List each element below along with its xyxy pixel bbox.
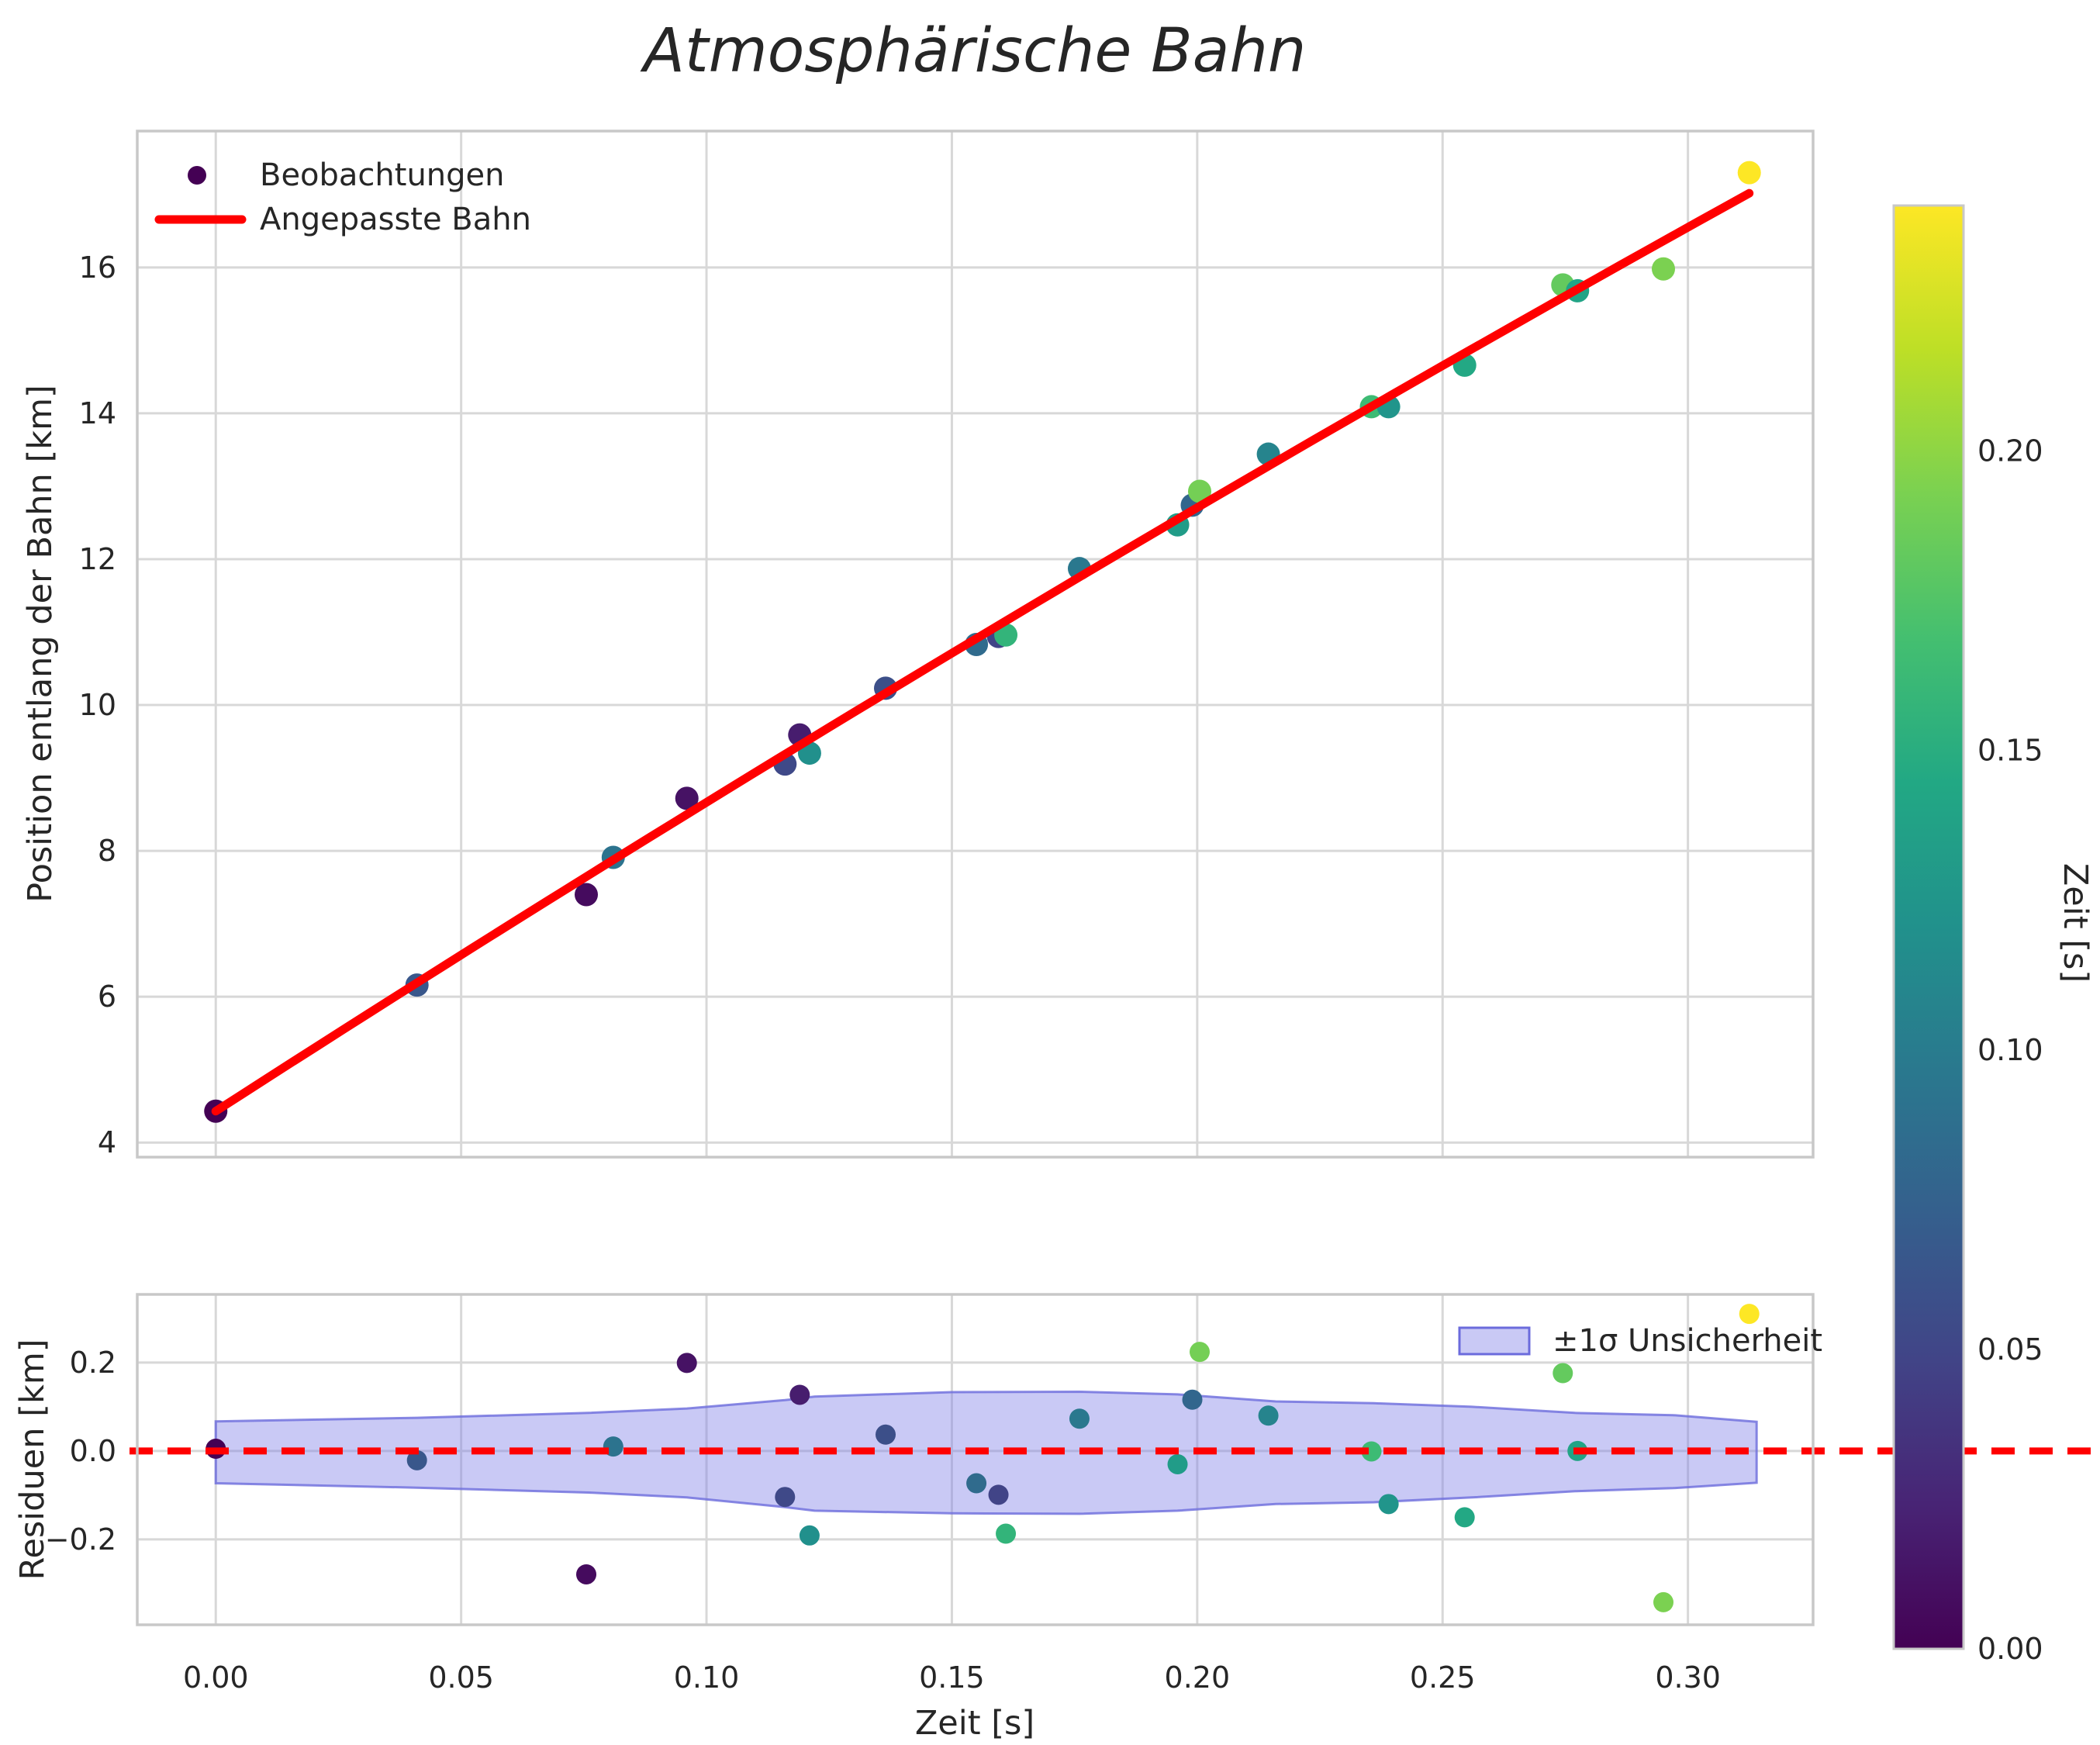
residual-point xyxy=(1182,1389,1203,1410)
x-tick-label: 0.10 xyxy=(674,1660,740,1695)
colorbar-tick-label: 0.00 xyxy=(1977,1632,2043,1666)
legend-band-label: ±1σ Unsicherheit xyxy=(1553,1323,1822,1359)
residual-point xyxy=(1069,1408,1090,1429)
legend-observations-marker xyxy=(188,166,206,185)
residual-point xyxy=(789,1384,810,1405)
legend-fit-label: Angepasste Bahn xyxy=(260,202,531,237)
main-y-tick-label: 12 xyxy=(79,542,116,576)
residual-point xyxy=(1258,1405,1279,1426)
legend-observations-label: Beobachtungen xyxy=(260,157,505,193)
x-tick-label: 0.05 xyxy=(428,1660,494,1695)
colorbar-gradient xyxy=(1894,206,1964,1649)
residual-point xyxy=(966,1473,987,1494)
main-axes-frame xyxy=(136,130,1815,1159)
colorbar-tick-label: 0.15 xyxy=(1977,734,2043,768)
colorbar-frame xyxy=(1892,204,1965,1650)
data-point xyxy=(675,786,699,810)
main-plot: 4 6 8 10 12 14 16 Beobachtungen Angepasste Bahn xyxy=(79,130,1815,1159)
main-legend: Beobachtungen Angepasste Bahn xyxy=(154,157,531,237)
main-y-tick-label: 16 xyxy=(79,251,116,285)
residual-y-tick-label: 0.2 xyxy=(70,1346,116,1380)
residual-point xyxy=(799,1525,820,1546)
residual-y-axis-label: Residuen [km] xyxy=(13,1339,52,1580)
residual-plot: 0.2 0.0 −0.2 0.00 0.05 0.10 0.15 0.20 0.25 0.30 ±1… xyxy=(45,1293,2100,1695)
main-y-tick-label: 10 xyxy=(79,688,116,722)
chart-title: Atmosphärische Bahn xyxy=(640,16,1307,86)
x-tick-label: 0.00 xyxy=(183,1660,249,1695)
fit-line xyxy=(211,188,1754,1116)
x-tick-label: 0.30 xyxy=(1655,1660,1721,1695)
data-point xyxy=(1737,161,1761,185)
residual-point xyxy=(406,1450,427,1470)
residual-point xyxy=(1739,1304,1760,1325)
residual-point xyxy=(1454,1507,1475,1528)
main-y-axis-label: Position entlang der Bahn [km] xyxy=(21,385,60,903)
main-y-tick-label: 4 xyxy=(98,1125,116,1159)
residual-point xyxy=(775,1487,796,1508)
residual-point xyxy=(1378,1494,1399,1515)
colorbar-tick-label: 0.20 xyxy=(1977,434,2043,468)
colorbar: 0.00 0.05 0.10 0.15 0.20 xyxy=(1892,204,2043,1666)
data-point xyxy=(1188,479,1212,503)
colorbar-tick-label: 0.10 xyxy=(1977,1033,2043,1067)
residual-point xyxy=(1361,1441,1382,1462)
main-y-tick-label: 14 xyxy=(79,396,116,430)
residual-y-tick-label: −0.2 xyxy=(45,1522,116,1557)
data-point xyxy=(1651,257,1675,281)
residual-point xyxy=(1553,1363,1573,1384)
residual-point xyxy=(996,1523,1017,1544)
data-point xyxy=(575,883,599,907)
residual-point xyxy=(1653,1591,1673,1612)
colorbar-tick-label: 0.05 xyxy=(1977,1332,2043,1367)
colorbar-label: Zeit [s] xyxy=(2056,863,2095,983)
x-tick-label: 0.20 xyxy=(1165,1660,1231,1695)
x-tick-label: 0.15 xyxy=(919,1660,985,1695)
x-tick-label: 0.25 xyxy=(1410,1660,1476,1695)
residual-point xyxy=(1167,1453,1188,1474)
residual-y-tick-label: 0.0 xyxy=(70,1434,116,1468)
residual-point xyxy=(988,1484,1009,1505)
residual-point xyxy=(876,1424,896,1445)
legend-band-swatch xyxy=(1458,1326,1531,1356)
residual-point xyxy=(1190,1342,1211,1363)
main-y-tick-label: 6 xyxy=(98,980,116,1014)
residual-axes-frame xyxy=(136,1293,1815,1626)
residual-point xyxy=(576,1564,597,1584)
x-axis-label: Zeit [s] xyxy=(915,1704,1034,1742)
residual-point xyxy=(676,1353,697,1374)
main-y-tick-label: 8 xyxy=(98,834,116,868)
observations-scatter xyxy=(204,161,1761,1123)
residual-legend: ±1σ Unsicherheit xyxy=(1458,1323,1822,1359)
